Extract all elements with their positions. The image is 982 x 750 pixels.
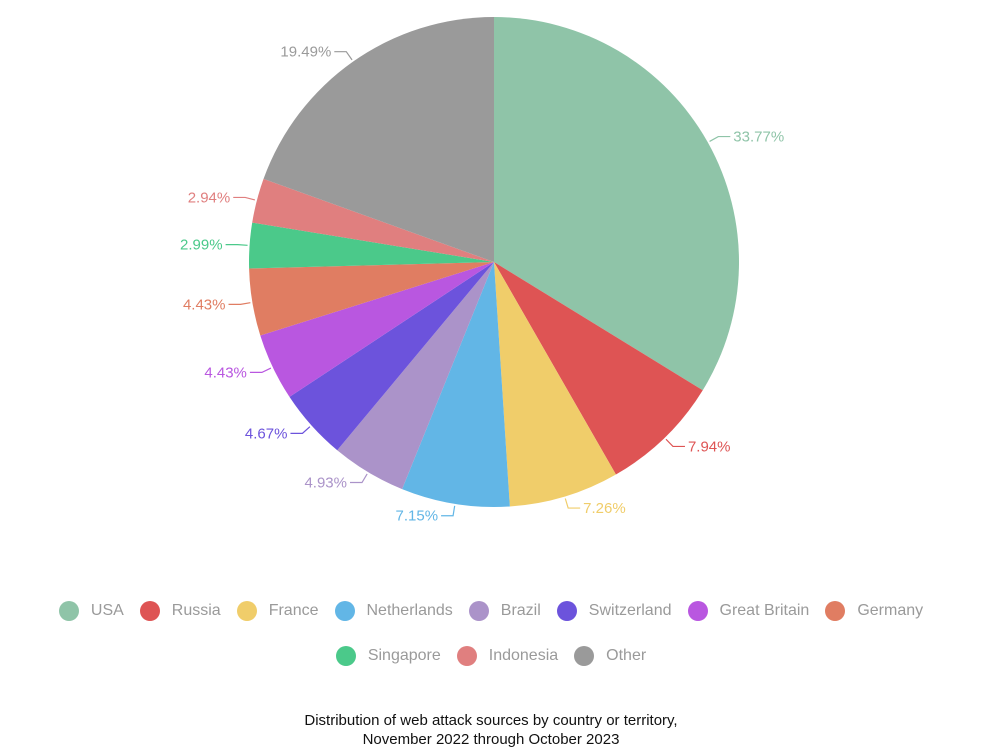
pie-slice-germany[interactable] — [249, 262, 494, 336]
legend-label-brazil: Brazil — [500, 602, 541, 619]
legend-item-singapore[interactable]: Singapore — [335, 646, 441, 666]
pie-slice-great-britain[interactable] — [260, 262, 494, 397]
legend-row-2: Singapore Indonesia Other — [0, 646, 982, 666]
legend-item-russia[interactable]: Russia — [139, 601, 221, 621]
value-label-france: 7.26% — [583, 500, 626, 517]
legend-row-1: USA Russia France Netherlands Brazil Switzerl… — [0, 601, 982, 621]
leader-line-germany — [228, 302, 251, 305]
leader-line-indonesia — [233, 196, 256, 201]
legend-swatch-brazil — [468, 601, 489, 621]
value-label-usa: 33.77% — [733, 129, 784, 146]
legend-swatch-russia — [139, 601, 160, 621]
legend-swatch-netherlands — [334, 601, 355, 621]
pie-slice-brazil[interactable] — [337, 262, 494, 490]
leader-line-netherlands — [441, 505, 456, 517]
value-label-indonesia: 2.94% — [188, 189, 231, 206]
legend-item-switzerland[interactable]: Switzerland — [556, 601, 672, 621]
value-label-great-britain: 4.43% — [204, 364, 247, 381]
legend-item-germany[interactable]: Germany — [825, 601, 923, 621]
chart-title-line-2: November 2022 through October 2023 — [362, 731, 620, 748]
leader-line-france — [564, 498, 581, 509]
leader-line-great-britain — [249, 367, 272, 373]
legend-item-netherlands[interactable]: Netherlands — [334, 601, 453, 621]
value-label-singapore: 2.99% — [180, 237, 223, 254]
legend-swatch-indonesia — [456, 646, 477, 666]
legend-label-great-britain: Great Britain — [719, 602, 810, 619]
legend-swatch-germany — [825, 601, 846, 621]
leader-line-russia — [665, 438, 685, 448]
pie-slice-france[interactable] — [494, 262, 616, 507]
legend-item-usa[interactable]: USA — [58, 601, 124, 621]
pie-slice-other[interactable] — [263, 17, 494, 262]
legend-item-france[interactable]: France — [236, 601, 319, 621]
chart-title-line-1: Distribution of web attack sources by co… — [304, 712, 678, 729]
leader-line-switzerland — [290, 426, 311, 434]
leader-line-other — [334, 51, 353, 61]
legend-label-germany: Germany — [857, 602, 924, 619]
pie-slice-singapore[interactable] — [248, 222, 494, 269]
chart-title: Distribution of web attack sources by co… — [0, 711, 982, 749]
legend-swatch-usa — [58, 601, 79, 621]
pie-slice-switzerland[interactable] — [289, 262, 494, 451]
legend-label-other: Other — [606, 647, 647, 664]
legend-label-russia: Russia — [171, 602, 221, 619]
pie-slice-netherlands[interactable] — [402, 262, 510, 508]
pie-leader-lines — [225, 51, 731, 517]
legend-label-switzerland: Switzerland — [588, 602, 672, 619]
legend-item-great-britain[interactable]: Great Britain — [687, 601, 810, 621]
leader-line-singapore — [225, 244, 248, 246]
pie-slice-indonesia[interactable] — [252, 178, 494, 262]
pie-value-labels: 33.77% 7.94% 7.26% 7.15% 4.93% 4.67% 4.43% 4.43… — [180, 44, 784, 525]
leader-line-brazil — [349, 473, 368, 484]
legend-label-france: France — [268, 602, 319, 619]
legend-label-singapore: Singapore — [367, 647, 441, 664]
value-label-russia: 7.94% — [688, 438, 731, 455]
legend-swatch-switzerland — [556, 601, 577, 621]
legend-label-netherlands: Netherlands — [366, 602, 453, 619]
legend-swatch-france — [236, 601, 257, 621]
legend-item-brazil[interactable]: Brazil — [468, 601, 541, 621]
value-label-other: 19.49% — [280, 44, 331, 61]
legend-swatch-other — [574, 646, 595, 666]
legend-item-other[interactable]: Other — [574, 646, 646, 666]
pie-slice-russia[interactable] — [494, 262, 703, 475]
leader-line-usa — [709, 135, 731, 142]
pie-slice-usa[interactable] — [494, 17, 739, 391]
value-label-brazil: 4.93% — [304, 475, 347, 492]
value-label-netherlands: 7.15% — [396, 508, 439, 525]
pie-slices — [248, 17, 739, 508]
legend-swatch-great-britain — [687, 601, 708, 621]
legend-swatch-singapore — [335, 646, 356, 666]
legend-label-usa: USA — [90, 602, 124, 619]
value-label-germany: 4.43% — [183, 296, 226, 313]
legend-label-indonesia: Indonesia — [488, 647, 559, 664]
legend-item-indonesia[interactable]: Indonesia — [456, 646, 559, 666]
value-label-switzerland: 4.67% — [245, 425, 288, 442]
